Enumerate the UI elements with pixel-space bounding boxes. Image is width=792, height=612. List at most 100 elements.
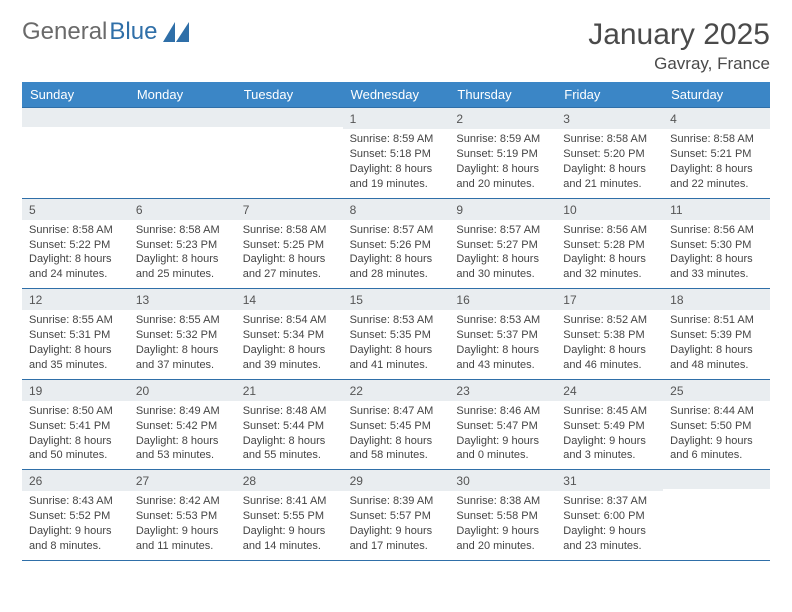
daylight-line: Daylight: 8 hours and 21 minutes. bbox=[563, 162, 656, 192]
sunrise-line: Sunrise: 8:58 AM bbox=[670, 132, 763, 147]
sunrise-line: Sunrise: 8:53 AM bbox=[350, 313, 443, 328]
weekday-header: SundayMondayTuesdayWednesdayThursdayFrid… bbox=[22, 82, 770, 107]
logo-text-2: Blue bbox=[109, 18, 157, 46]
day-number bbox=[663, 470, 770, 489]
day-number: 31 bbox=[556, 470, 663, 491]
sunset-line: Sunset: 5:20 PM bbox=[563, 147, 656, 162]
daylight-line: Daylight: 8 hours and 53 minutes. bbox=[136, 434, 229, 464]
sunset-line: Sunset: 5:31 PM bbox=[29, 328, 122, 343]
title-block: January 2025 Gavray, France bbox=[588, 18, 770, 74]
calendar-week: 5Sunrise: 8:58 AMSunset: 5:22 PMDaylight… bbox=[22, 199, 770, 290]
weekday-label: Wednesday bbox=[343, 82, 450, 107]
day-number: 18 bbox=[663, 289, 770, 310]
sunset-line: Sunset: 5:47 PM bbox=[456, 419, 549, 434]
sunset-line: Sunset: 5:37 PM bbox=[456, 328, 549, 343]
day-details: Sunrise: 8:52 AMSunset: 5:38 PMDaylight:… bbox=[556, 310, 663, 378]
calendar-day: 17Sunrise: 8:52 AMSunset: 5:38 PMDayligh… bbox=[556, 289, 663, 379]
calendar-day: 21Sunrise: 8:48 AMSunset: 5:44 PMDayligh… bbox=[236, 380, 343, 470]
daylight-line: Daylight: 8 hours and 33 minutes. bbox=[670, 252, 763, 282]
sunset-line: Sunset: 5:58 PM bbox=[456, 509, 549, 524]
calendar-day: 3Sunrise: 8:58 AMSunset: 5:20 PMDaylight… bbox=[556, 108, 663, 198]
day-number bbox=[236, 108, 343, 127]
day-number: 27 bbox=[129, 470, 236, 491]
daylight-line: Daylight: 9 hours and 0 minutes. bbox=[456, 434, 549, 464]
sunrise-line: Sunrise: 8:48 AM bbox=[243, 404, 336, 419]
calendar-day: 8Sunrise: 8:57 AMSunset: 5:26 PMDaylight… bbox=[343, 199, 450, 289]
day-details: Sunrise: 8:47 AMSunset: 5:45 PMDaylight:… bbox=[343, 401, 450, 469]
calendar-day: 9Sunrise: 8:57 AMSunset: 5:27 PMDaylight… bbox=[449, 199, 556, 289]
sunset-line: Sunset: 5:55 PM bbox=[243, 509, 336, 524]
calendar-day: 15Sunrise: 8:53 AMSunset: 5:35 PMDayligh… bbox=[343, 289, 450, 379]
sunrise-line: Sunrise: 8:39 AM bbox=[350, 494, 443, 509]
calendar-day: 11Sunrise: 8:56 AMSunset: 5:30 PMDayligh… bbox=[663, 199, 770, 289]
weekday-label: Saturday bbox=[663, 82, 770, 107]
sunset-line: Sunset: 5:44 PM bbox=[243, 419, 336, 434]
day-number: 25 bbox=[663, 380, 770, 401]
daylight-line: Daylight: 8 hours and 30 minutes. bbox=[456, 252, 549, 282]
calendar-day: 14Sunrise: 8:54 AMSunset: 5:34 PMDayligh… bbox=[236, 289, 343, 379]
calendar-week: 26Sunrise: 8:43 AMSunset: 5:52 PMDayligh… bbox=[22, 470, 770, 561]
sunrise-line: Sunrise: 8:59 AM bbox=[350, 132, 443, 147]
day-details: Sunrise: 8:58 AMSunset: 5:23 PMDaylight:… bbox=[129, 220, 236, 288]
sunset-line: Sunset: 5:50 PM bbox=[670, 419, 763, 434]
day-details: Sunrise: 8:59 AMSunset: 5:18 PMDaylight:… bbox=[343, 129, 450, 197]
daylight-line: Daylight: 9 hours and 3 minutes. bbox=[563, 434, 656, 464]
day-details: Sunrise: 8:58 AMSunset: 5:22 PMDaylight:… bbox=[22, 220, 129, 288]
day-number: 23 bbox=[449, 380, 556, 401]
day-details: Sunrise: 8:41 AMSunset: 5:55 PMDaylight:… bbox=[236, 491, 343, 559]
sunrise-line: Sunrise: 8:58 AM bbox=[243, 223, 336, 238]
sunrise-line: Sunrise: 8:59 AM bbox=[456, 132, 549, 147]
sunrise-line: Sunrise: 8:42 AM bbox=[136, 494, 229, 509]
calendar-day: 20Sunrise: 8:49 AMSunset: 5:42 PMDayligh… bbox=[129, 380, 236, 470]
sunset-line: Sunset: 5:22 PM bbox=[29, 238, 122, 253]
daylight-line: Daylight: 8 hours and 27 minutes. bbox=[243, 252, 336, 282]
sunset-line: Sunset: 5:25 PM bbox=[243, 238, 336, 253]
day-number: 2 bbox=[449, 108, 556, 129]
sunset-line: Sunset: 5:53 PM bbox=[136, 509, 229, 524]
calendar-day: 13Sunrise: 8:55 AMSunset: 5:32 PMDayligh… bbox=[129, 289, 236, 379]
day-details: Sunrise: 8:56 AMSunset: 5:30 PMDaylight:… bbox=[663, 220, 770, 288]
calendar-day: 27Sunrise: 8:42 AMSunset: 5:53 PMDayligh… bbox=[129, 470, 236, 560]
daylight-line: Daylight: 8 hours and 28 minutes. bbox=[350, 252, 443, 282]
day-details: Sunrise: 8:45 AMSunset: 5:49 PMDaylight:… bbox=[556, 401, 663, 469]
day-number: 13 bbox=[129, 289, 236, 310]
day-number: 29 bbox=[343, 470, 450, 491]
day-number: 5 bbox=[22, 199, 129, 220]
day-number: 9 bbox=[449, 199, 556, 220]
sunrise-line: Sunrise: 8:44 AM bbox=[670, 404, 763, 419]
day-details: Sunrise: 8:50 AMSunset: 5:41 PMDaylight:… bbox=[22, 401, 129, 469]
weekday-label: Sunday bbox=[22, 82, 129, 107]
day-number bbox=[22, 108, 129, 127]
sunrise-line: Sunrise: 8:43 AM bbox=[29, 494, 122, 509]
daylight-line: Daylight: 8 hours and 55 minutes. bbox=[243, 434, 336, 464]
daylight-line: Daylight: 8 hours and 32 minutes. bbox=[563, 252, 656, 282]
day-details: Sunrise: 8:58 AMSunset: 5:20 PMDaylight:… bbox=[556, 129, 663, 197]
day-number: 24 bbox=[556, 380, 663, 401]
day-details: Sunrise: 8:54 AMSunset: 5:34 PMDaylight:… bbox=[236, 310, 343, 378]
sunrise-line: Sunrise: 8:41 AM bbox=[243, 494, 336, 509]
day-details: Sunrise: 8:37 AMSunset: 6:00 PMDaylight:… bbox=[556, 491, 663, 559]
sunrise-line: Sunrise: 8:51 AM bbox=[670, 313, 763, 328]
day-details: Sunrise: 8:51 AMSunset: 5:39 PMDaylight:… bbox=[663, 310, 770, 378]
day-details: Sunrise: 8:57 AMSunset: 5:27 PMDaylight:… bbox=[449, 220, 556, 288]
calendar-page: GeneralBlue January 2025 Gavray, France … bbox=[0, 0, 792, 561]
day-details: Sunrise: 8:55 AMSunset: 5:32 PMDaylight:… bbox=[129, 310, 236, 378]
daylight-line: Daylight: 8 hours and 41 minutes. bbox=[350, 343, 443, 373]
day-number: 22 bbox=[343, 380, 450, 401]
day-details: Sunrise: 8:58 AMSunset: 5:21 PMDaylight:… bbox=[663, 129, 770, 197]
sunset-line: Sunset: 5:28 PM bbox=[563, 238, 656, 253]
calendar-day: 2Sunrise: 8:59 AMSunset: 5:19 PMDaylight… bbox=[449, 108, 556, 198]
sunset-line: Sunset: 5:26 PM bbox=[350, 238, 443, 253]
sunset-line: Sunset: 5:19 PM bbox=[456, 147, 549, 162]
daylight-line: Daylight: 8 hours and 43 minutes. bbox=[456, 343, 549, 373]
sunset-line: Sunset: 5:45 PM bbox=[350, 419, 443, 434]
sunrise-line: Sunrise: 8:55 AM bbox=[29, 313, 122, 328]
day-number bbox=[129, 108, 236, 127]
daylight-line: Daylight: 9 hours and 23 minutes. bbox=[563, 524, 656, 554]
daylight-line: Daylight: 9 hours and 17 minutes. bbox=[350, 524, 443, 554]
day-number: 30 bbox=[449, 470, 556, 491]
day-number: 28 bbox=[236, 470, 343, 491]
header: GeneralBlue January 2025 Gavray, France bbox=[22, 18, 770, 74]
sunset-line: Sunset: 5:18 PM bbox=[350, 147, 443, 162]
calendar-day-empty bbox=[236, 108, 343, 198]
